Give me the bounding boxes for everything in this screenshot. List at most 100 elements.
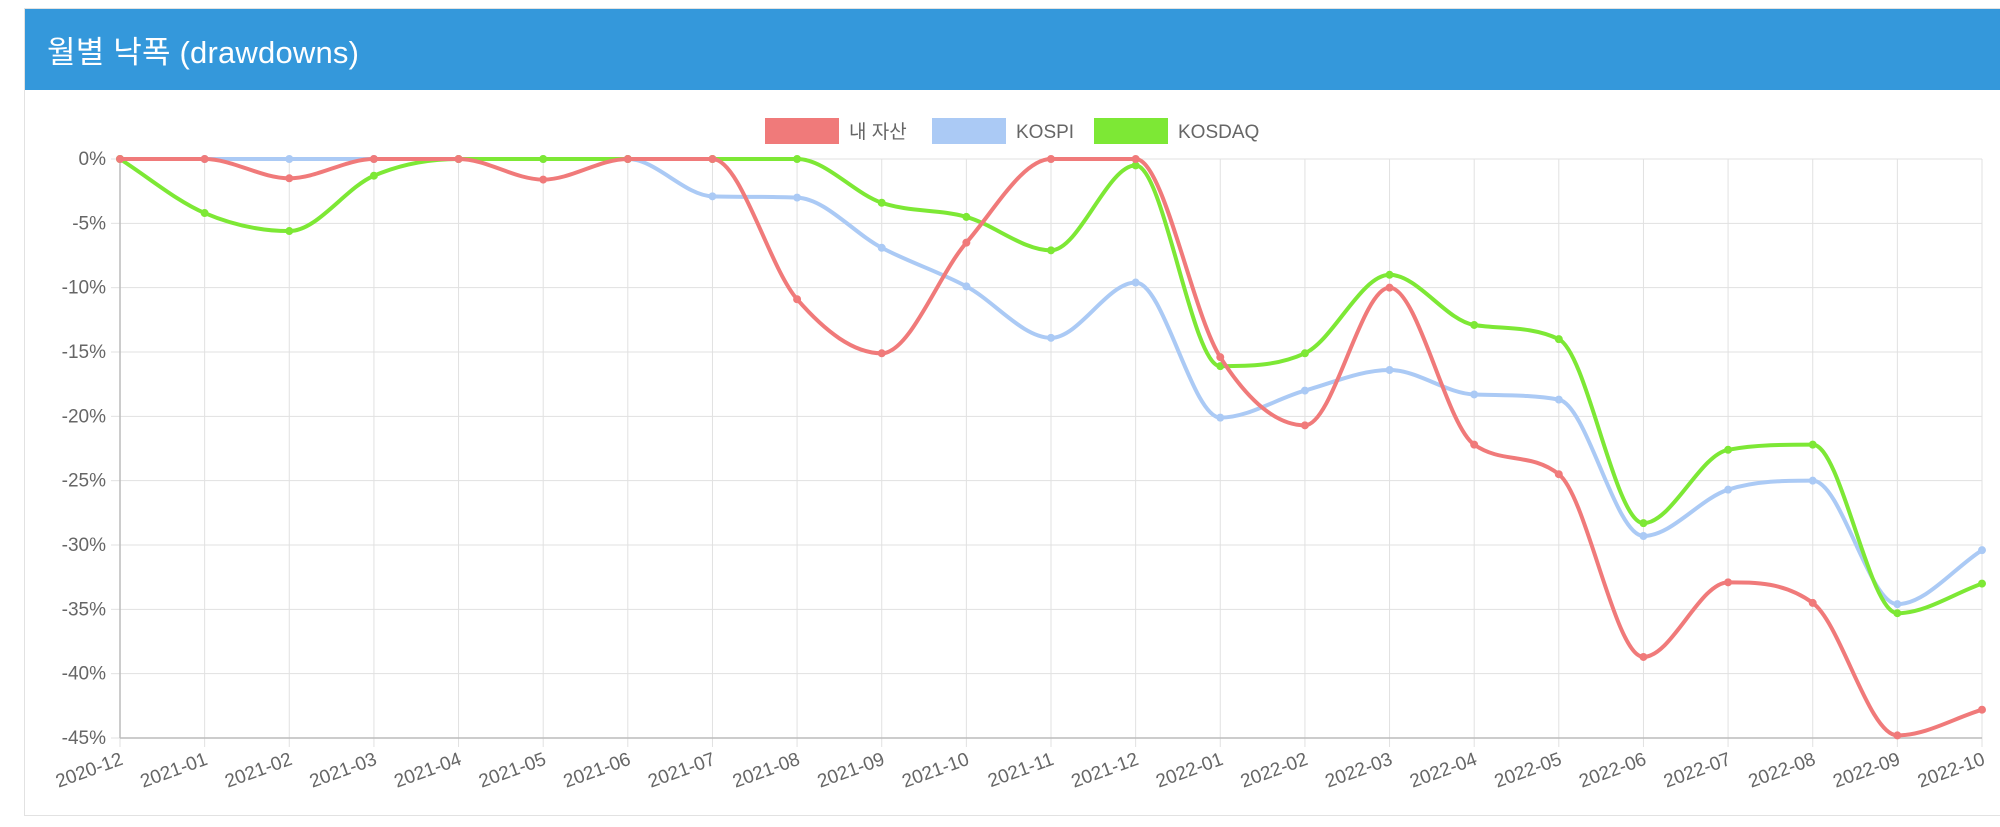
data-point[interactable] — [1047, 333, 1055, 342]
data-point[interactable] — [285, 155, 294, 163]
data-point[interactable] — [1724, 485, 1733, 494]
legend: 내 자산 KOSPI KOSDAQ — [765, 118, 1259, 144]
data-point[interactable] — [1470, 440, 1479, 449]
data-point[interactable] — [285, 174, 294, 183]
x-tick-label: 2021-03 — [307, 749, 380, 793]
data-point[interactable] — [1808, 598, 1817, 607]
data-point[interactable] — [962, 282, 971, 291]
x-tick-label: 2022-04 — [1407, 749, 1480, 793]
data-point[interactable] — [539, 155, 548, 163]
legend-item[interactable]: KOSPI — [932, 118, 1074, 144]
data-point[interactable] — [1047, 246, 1055, 255]
data-point[interactable] — [1385, 270, 1394, 279]
series-line — [118, 156, 1984, 738]
x-tick-label: 2022-03 — [1323, 749, 1396, 793]
data-point[interactable] — [1216, 362, 1225, 371]
legend-swatch — [765, 118, 839, 144]
data-point[interactable] — [1554, 335, 1563, 344]
data-point[interactable] — [1639, 531, 1648, 540]
x-tick-label: 2021-02 — [222, 749, 295, 793]
x-tick-label: 2021-12 — [1069, 749, 1142, 793]
data-point[interactable] — [793, 155, 802, 163]
y-tick-label: -10% — [62, 278, 106, 299]
data-point[interactable] — [877, 243, 886, 252]
drawdown-card: 월별 낙폭 (drawdowns) — [24, 8, 2000, 816]
data-point[interactable] — [1978, 546, 1986, 555]
y-tick-label: -35% — [62, 599, 106, 620]
legend-item[interactable]: KOSDAQ — [1094, 118, 1259, 144]
data-point[interactable] — [200, 155, 209, 163]
data-point[interactable] — [369, 171, 378, 180]
y-tick-label: -25% — [62, 471, 106, 492]
x-tick-label: 2022-08 — [1746, 749, 1819, 793]
data-point[interactable] — [1300, 421, 1309, 430]
data-point[interactable] — [1724, 445, 1733, 454]
data-point[interactable] — [369, 155, 378, 163]
data-point[interactable] — [1639, 652, 1648, 661]
data-point[interactable] — [1047, 155, 1055, 163]
legend-label: KOSPI — [1016, 122, 1074, 143]
x-tick-label: 2021-06 — [561, 749, 634, 793]
data-point[interactable] — [1385, 283, 1394, 292]
data-point[interactable] — [877, 349, 886, 358]
x-tick-label: 2021-04 — [392, 749, 465, 793]
data-point[interactable] — [623, 155, 632, 163]
data-point[interactable] — [454, 155, 463, 163]
data-point[interactable] — [1131, 155, 1140, 163]
data-point[interactable] — [200, 209, 209, 218]
data-point[interactable] — [1300, 349, 1309, 358]
axis-layer: 0%-5%-10%-15%-20%-25%-30%-35%-40%-45%202… — [53, 149, 1988, 793]
data-point[interactable] — [1808, 440, 1817, 449]
x-tick-label: 2021-09 — [815, 749, 888, 793]
grid-layer — [111, 158, 1983, 747]
legend-label: KOSDAQ — [1178, 122, 1259, 143]
data-point[interactable] — [877, 198, 886, 207]
data-point[interactable] — [1470, 390, 1479, 399]
data-point[interactable] — [1639, 519, 1648, 528]
x-tick-label: 2022-06 — [1576, 749, 1649, 793]
data-point[interactable] — [1808, 476, 1817, 485]
data-point[interactable] — [539, 175, 548, 184]
data-point[interactable] — [1978, 579, 1986, 588]
data-point[interactable] — [116, 155, 124, 163]
data-point[interactable] — [1131, 278, 1140, 287]
data-point[interactable] — [1893, 600, 1902, 609]
data-point[interactable] — [1724, 578, 1733, 587]
legend-item[interactable]: 내 자산 — [765, 118, 907, 144]
data-point[interactable] — [1893, 731, 1902, 740]
data-point[interactable] — [1385, 366, 1394, 375]
legend-swatch — [1094, 118, 1168, 144]
x-tick-label: 2022-02 — [1238, 749, 1311, 793]
x-tick-label: 2021-01 — [138, 749, 211, 793]
data-point[interactable] — [1216, 353, 1225, 362]
data-point[interactable] — [1978, 705, 1986, 714]
x-tick-label: 2021-07 — [645, 749, 718, 793]
x-tick-label: 2022-07 — [1661, 749, 1734, 793]
data-point[interactable] — [1554, 470, 1563, 479]
x-tick-label: 2022-05 — [1492, 749, 1565, 793]
data-point[interactable] — [962, 238, 971, 247]
data-point[interactable] — [708, 155, 717, 163]
data-point[interactable] — [1470, 320, 1479, 329]
data-point[interactable] — [793, 295, 802, 304]
card-header: 월별 낙폭 (drawdowns) — [25, 9, 2000, 90]
data-point[interactable] — [285, 227, 294, 236]
y-tick-label: -45% — [62, 728, 106, 749]
data-point[interactable] — [793, 193, 802, 202]
x-tick-label: 2022-09 — [1830, 749, 1903, 793]
y-tick-label: -15% — [62, 342, 106, 363]
x-tick-label: 2022-01 — [1153, 749, 1226, 793]
data-point[interactable] — [708, 192, 717, 201]
data-point[interactable] — [1216, 413, 1225, 422]
y-tick-label: -20% — [62, 406, 106, 427]
data-point[interactable] — [1300, 386, 1309, 395]
data-point[interactable] — [1893, 609, 1902, 618]
card-title: 월별 낙폭 (drawdowns) — [47, 35, 360, 70]
y-tick-label: -40% — [62, 664, 106, 685]
y-tick-label: 0% — [79, 149, 107, 170]
x-tick-label: 2021-10 — [899, 749, 972, 793]
data-point[interactable] — [962, 212, 971, 221]
data-point[interactable] — [1554, 395, 1563, 404]
legend-swatch — [932, 118, 1006, 144]
x-tick-label: 2021-08 — [730, 749, 803, 793]
